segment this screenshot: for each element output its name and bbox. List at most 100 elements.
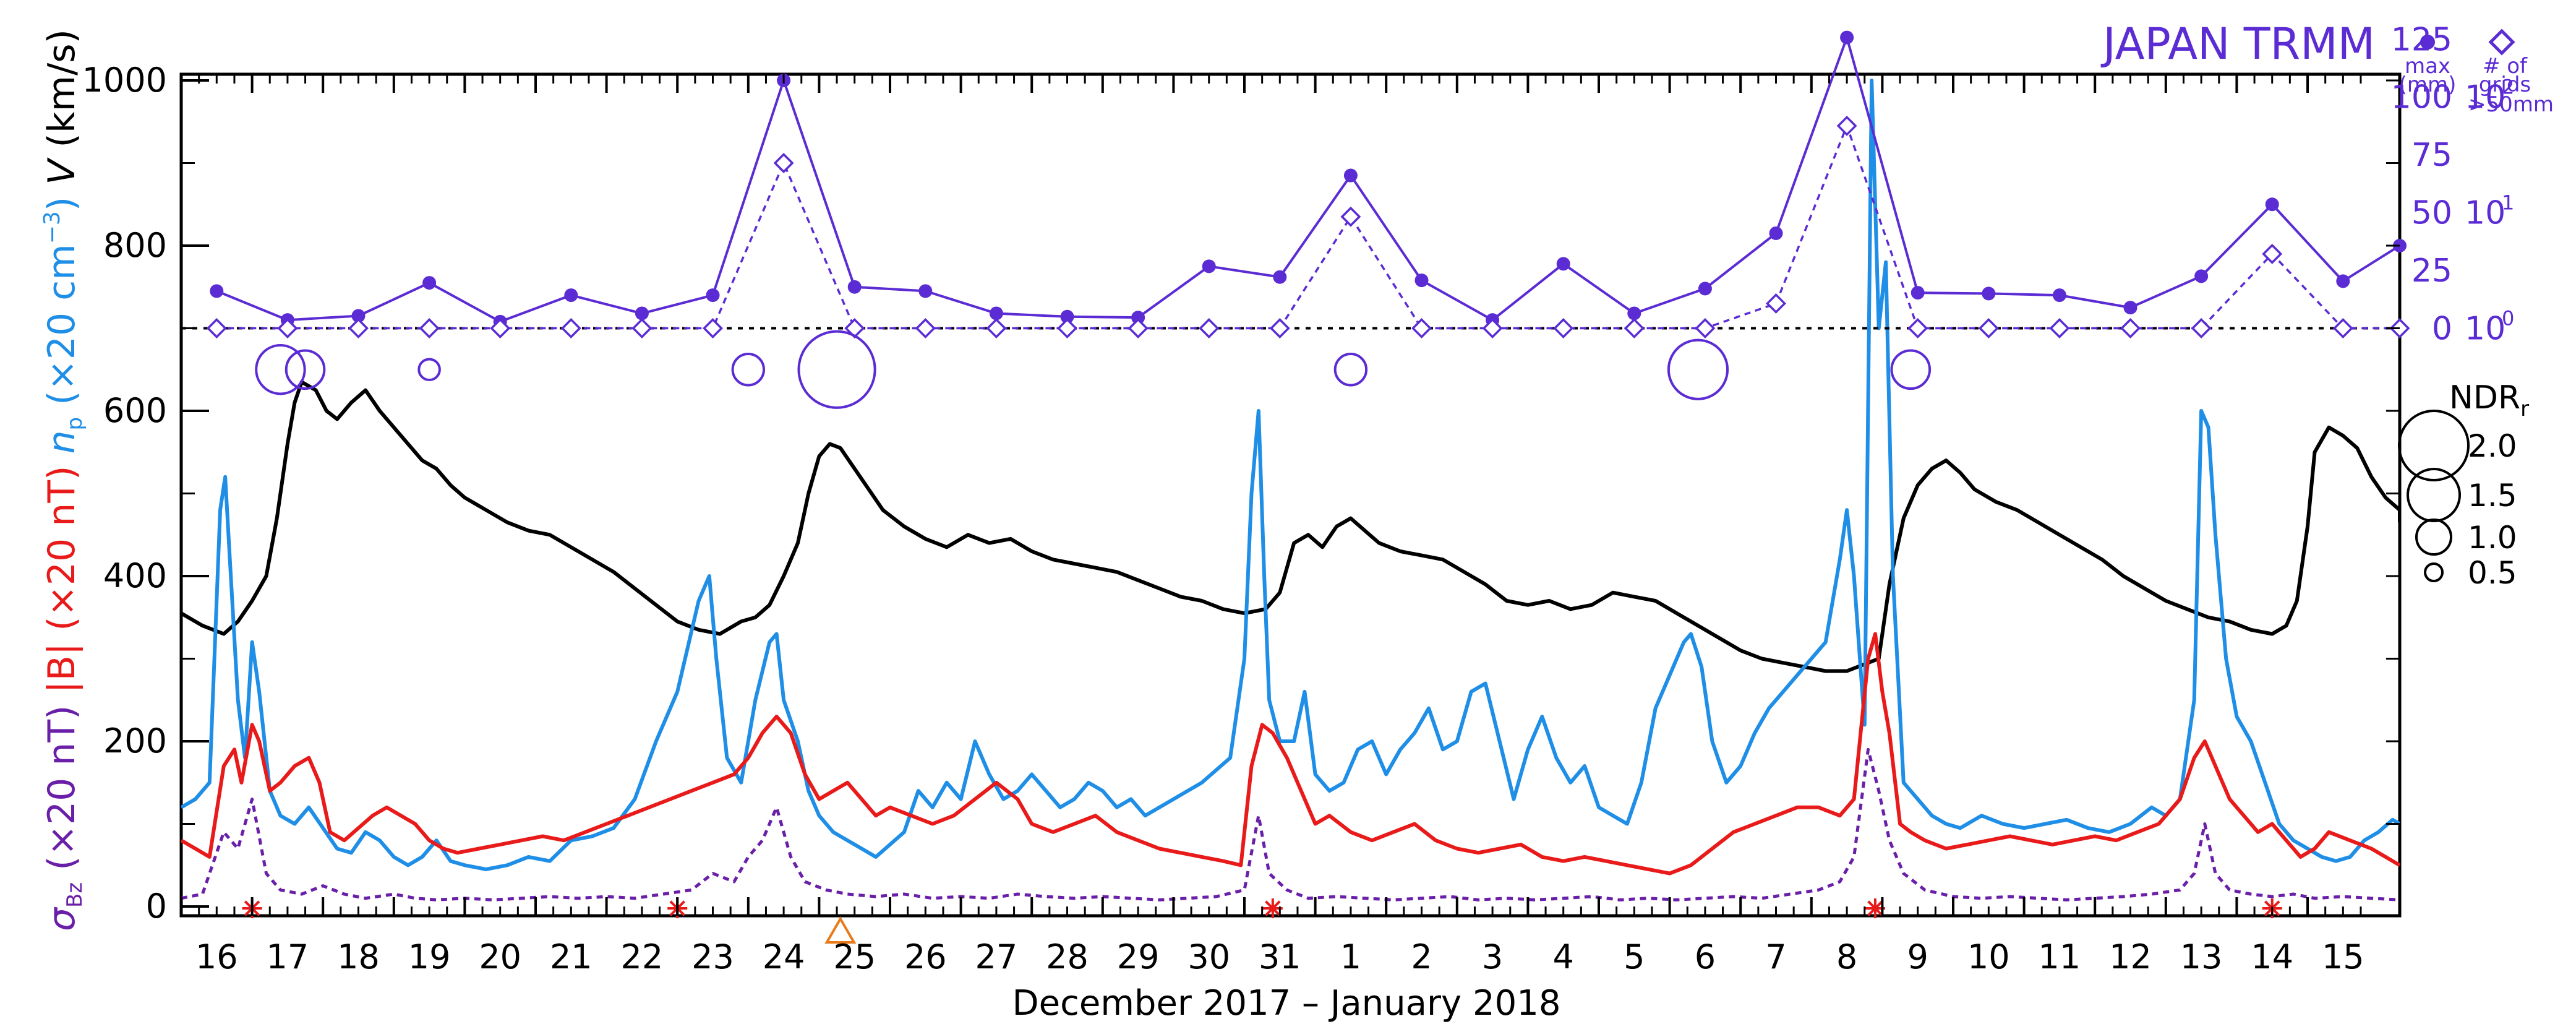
trmm-grids-point	[206, 318, 227, 338]
x-tick-label: 12	[2109, 937, 2152, 976]
trmm-grids-point	[631, 318, 653, 338]
trmm-grids-point	[1128, 318, 1149, 338]
trmm-max-point	[2052, 288, 2066, 303]
y-axis-label: σBz (×20 nT) |B| (×20 nT) np (×20 cm−3) …	[40, 29, 87, 931]
trmm-grids-point	[986, 318, 1007, 338]
ndr-legend-name: NDR	[2449, 379, 2520, 416]
trmm-max-line	[216, 33, 2401, 323]
x-tick-label: 3	[1482, 937, 1503, 976]
y-label-np: n	[40, 430, 83, 454]
y-label-v-units: (km/s)	[40, 29, 83, 147]
y-label-np-units: (×20 cm	[40, 244, 83, 405]
x-tick-label: 23	[691, 937, 734, 976]
trmm-grids-point	[1340, 206, 1361, 227]
trmm-max-point	[1414, 273, 1429, 288]
trmm-grids-point	[560, 318, 581, 338]
x-axis-label: December 2017 – January 2018	[1012, 983, 1561, 1023]
right-header-gt: >50mm	[2468, 92, 2554, 117]
trmm-max-point	[1840, 30, 1854, 45]
ndr-legend-label: 1.0	[2468, 520, 2517, 556]
ndr-bubble	[731, 353, 766, 387]
right-grids-tick-exp: 2	[2502, 75, 2514, 99]
series-line-np	[181, 79, 2400, 871]
trmm-max-point	[1131, 311, 1145, 325]
x-tick-label: 13	[2180, 937, 2223, 976]
trmm-max-point	[1273, 270, 1287, 284]
x-tick-label: 10	[1967, 937, 2010, 976]
x-tick-label: 15	[2322, 937, 2364, 976]
right-grids-tick-label: 10	[2465, 195, 2505, 232]
x-tick-label: 11	[2039, 937, 2081, 976]
trmm-max-point	[1627, 306, 1641, 321]
x-tick-label: 7	[1765, 937, 1786, 976]
trmm-grids-point	[419, 318, 440, 338]
ndr-legend-sub: r	[2520, 397, 2529, 421]
trmm-layer	[181, 30, 2410, 338]
trmm-grids-point	[1836, 115, 1857, 136]
trmm-max-point	[2194, 269, 2209, 283]
x-tick-label: 6	[1695, 937, 1716, 976]
x-tick-label: 16	[195, 937, 238, 976]
series-layer	[181, 79, 2400, 902]
x-tick-label: 9	[1907, 937, 1928, 976]
trmm-grids-point	[1624, 318, 1645, 338]
ndr-bubble	[417, 358, 441, 382]
x-tick-label: 20	[479, 937, 521, 976]
ndr-legend-label: 2.0	[2468, 428, 2517, 464]
trmm-max-point	[2265, 197, 2279, 212]
y-axis: 0 200 400 600 800 1000	[82, 61, 2400, 926]
ndr-legend-circle	[2398, 410, 2470, 481]
x-tick-label: 2	[1411, 937, 1432, 976]
trmm-grids-point	[1766, 293, 1786, 314]
x-tick-label: 30	[1187, 937, 1230, 976]
right-max-tick-label: 25	[2411, 252, 2452, 290]
right-header-max: max	[2405, 54, 2450, 79]
shock-marker-icon	[1262, 898, 1283, 918]
ndr-bubble	[1667, 338, 1729, 400]
trmm-max-point	[1698, 282, 1712, 296]
trmm-max-point	[1982, 286, 1996, 301]
ndr-legend-circle	[2424, 562, 2444, 582]
trmm-grids-point	[773, 153, 794, 173]
svg-text:σBz (×20 nT) |B| (×20 nT) n: σBz (×20 nT) |B| (×20 nT) np (×20 cm−3) …	[40, 29, 87, 931]
y-label-sigma: σ	[40, 906, 83, 931]
series-line-sigma-bz	[181, 747, 2400, 902]
right-grids-tick-exp: 1	[2502, 191, 2514, 215]
trmm-grids-point	[1978, 318, 1999, 338]
x-tick-label: 18	[337, 937, 380, 976]
trmm-grids-point	[1411, 318, 1432, 338]
trmm-max-point	[1769, 226, 1783, 240]
right-max-tick-label: 100	[2391, 79, 2452, 116]
trmm-grids-point	[2262, 243, 2283, 264]
x-tick-label: 4	[1553, 937, 1574, 976]
x-axis: 16 17 18 19 20 21 22 23 24 25 26 27 28 29 30 31 1 2 3 4 5 6 7 8…	[180, 74, 2364, 976]
trmm-grids-point	[1907, 318, 1928, 338]
y-label-np-close: )	[40, 197, 83, 211]
y-tick-label: 0	[146, 887, 167, 926]
y-tick-label: 400	[103, 556, 167, 595]
trmm-max-point	[422, 276, 437, 290]
trmm-max-point	[210, 284, 224, 298]
trmm-max-point	[1060, 309, 1074, 324]
ndr-legend-circle	[2407, 468, 2461, 522]
right-max-tick-label: 0	[2432, 311, 2452, 348]
trmm-grids-point	[1695, 318, 1716, 338]
right-header-grids1: # of	[2483, 54, 2528, 79]
event-triangle-icon	[824, 916, 857, 944]
right-header-grids2: grids	[2479, 72, 2531, 97]
trmm-grids-point	[915, 318, 936, 338]
trmm-grids-point	[1553, 318, 1574, 338]
x-tick-label: 21	[550, 937, 593, 976]
trmm-grids-point	[2049, 318, 2070, 338]
x-tick-label: 31	[1259, 937, 1301, 976]
y-tick-label: 600	[103, 391, 167, 430]
ndr-legend-title: NDRr	[2449, 379, 2529, 421]
trmm-max-point	[1911, 286, 1925, 300]
trmm-max-point	[2336, 274, 2350, 288]
right-max-tick-label: 50	[2411, 195, 2452, 232]
shock-marker-stroke	[1867, 900, 1883, 916]
trmm-grids-point	[1269, 318, 1290, 338]
ndr-bubble	[255, 344, 306, 395]
x-tick-label: 27	[975, 937, 1018, 976]
